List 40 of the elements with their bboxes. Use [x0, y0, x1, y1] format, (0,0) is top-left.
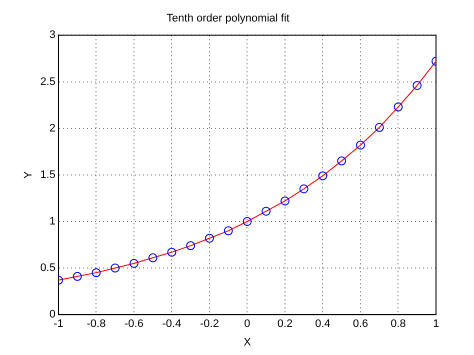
point	[299, 184, 308, 194]
point	[412, 80, 422, 90]
y-tick-label: 1	[49, 216, 56, 228]
x-tick-label: 0.2	[277, 318, 293, 330]
x-tick-label: -0.8	[86, 318, 106, 330]
point	[204, 234, 214, 243]
y-tick-label: 0	[49, 308, 56, 321]
x-tick-label: -0.4	[162, 318, 182, 330]
point	[224, 226, 233, 236]
point	[110, 264, 120, 273]
point	[186, 241, 196, 250]
x-tick-label: 0.4	[315, 318, 330, 330]
y-tick-label: 3	[49, 29, 56, 42]
x-tick-label: -1	[54, 318, 64, 330]
chart-title: Tenth order polynomial fit	[166, 12, 290, 25]
point	[242, 216, 252, 226]
x-axis-title: X	[244, 336, 252, 348]
x-tick-label: 0.6	[352, 318, 368, 330]
point	[92, 268, 101, 278]
y-tick-label: 2	[49, 122, 56, 134]
x-tick-label: 0	[244, 318, 250, 330]
point	[129, 258, 138, 268]
x-tick-label: -0.6	[124, 318, 144, 330]
point	[337, 156, 346, 166]
point	[374, 122, 384, 132]
x-tick-label: -0.2	[200, 318, 219, 330]
point	[72, 272, 82, 281]
point	[318, 171, 328, 180]
point	[262, 206, 271, 216]
point	[148, 253, 158, 262]
y-axis-title: Y	[22, 170, 35, 179]
y-tick-label: 0.5	[40, 262, 56, 274]
point	[167, 248, 176, 257]
point	[356, 140, 365, 150]
point	[394, 102, 403, 112]
x-tick-label: 1	[432, 318, 440, 330]
y-tick-label: 2.5	[40, 76, 56, 88]
x-tick-label: 0.8	[390, 318, 406, 330]
y-tick-label: 1.5	[40, 168, 56, 181]
point	[280, 196, 290, 206]
